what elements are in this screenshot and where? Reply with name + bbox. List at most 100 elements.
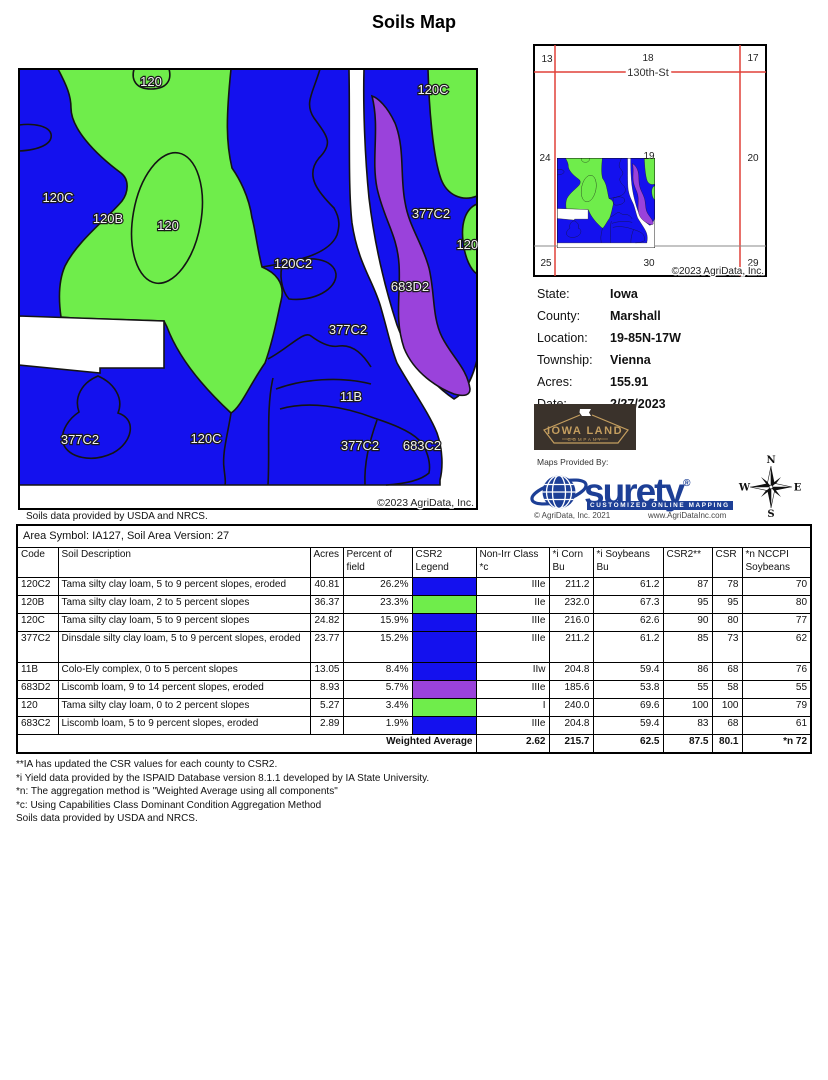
soils-table: Area Symbol: IA127, Soil Area Version: 2… bbox=[16, 524, 813, 754]
cell-soy: 69.6 bbox=[592, 698, 664, 717]
cell-acres: 36.37 bbox=[309, 595, 344, 614]
cell-corn: 216.0 bbox=[548, 613, 594, 632]
table-row: 120 Tama silty clay loam, 0 to 2 percent … bbox=[16, 698, 812, 717]
info-value: Vienna bbox=[610, 353, 651, 367]
soil-label: 120 bbox=[157, 218, 179, 233]
cell-csr2: 85 bbox=[662, 631, 713, 663]
col-header-csr: CSR bbox=[711, 547, 743, 578]
area-symbol-text: Area Symbol: IA127, Soil Area Version: 2… bbox=[16, 524, 812, 548]
footnote: *c: Using Capabilities Class Dominant Co… bbox=[16, 799, 322, 811]
section-number: 24 bbox=[539, 153, 551, 164]
cell-code: 120C bbox=[16, 613, 59, 632]
table-row: 683C2 Liscomb loam, 5 to 9 percent slopes… bbox=[16, 716, 812, 735]
soil-label: 377C2 bbox=[341, 438, 379, 453]
cell-acres: 13.05 bbox=[309, 662, 344, 681]
cell-csr2: 55 bbox=[662, 680, 713, 699]
table-row: 120C2 Tama silty clay loam, 5 to 9 percen… bbox=[16, 577, 812, 596]
soil-label: 377C2 bbox=[61, 432, 99, 447]
surety-globe-icon bbox=[530, 475, 588, 509]
section-number: 20 bbox=[747, 153, 759, 164]
cell-nonirr: IIIe bbox=[475, 680, 550, 699]
brand-line1: IOWA LAND bbox=[547, 425, 623, 437]
soil-label: 377C2 bbox=[329, 322, 367, 337]
cell-soy: 61.2 bbox=[592, 577, 664, 596]
cell-code: 377C2 bbox=[16, 631, 59, 663]
cell-desc: Liscomb loam, 5 to 9 percent slopes, ero… bbox=[57, 716, 311, 735]
cell-corn: 204.8 bbox=[548, 662, 594, 681]
table-row: 11B Colo-Ely complex, 0 to 5 percent slop… bbox=[16, 662, 812, 681]
cell-nonirr: IIIe bbox=[475, 631, 550, 663]
cell-nonirr: I bbox=[475, 698, 550, 717]
cell-nccpi: 76 bbox=[741, 662, 812, 681]
soil-label: 377C2 bbox=[412, 206, 450, 221]
cell-csr: 58 bbox=[711, 680, 743, 699]
legend-swatch bbox=[411, 595, 477, 614]
compass-w: W bbox=[738, 483, 751, 494]
compass-n: N bbox=[766, 455, 775, 466]
info-label: State: bbox=[537, 287, 570, 301]
cell-csr2: 87 bbox=[662, 577, 713, 596]
col-header-nccpi: *n NCCPI Soybeans bbox=[741, 547, 812, 578]
info-value: Iowa bbox=[610, 287, 638, 301]
cell-corn: 204.8 bbox=[548, 716, 594, 735]
wa-corn: 215.7 bbox=[548, 734, 594, 754]
soil-label: 120C bbox=[456, 237, 478, 252]
cell-pct: 26.2% bbox=[342, 577, 413, 596]
weighted-average-label: Weighted Average bbox=[16, 734, 477, 754]
iowa-land-badge-icon: IOWA LAND COMPANY bbox=[543, 409, 629, 444]
cell-acres: 24.82 bbox=[309, 613, 344, 632]
col-header-soybeans: *i Soybeans Bu bbox=[592, 547, 664, 578]
cell-desc: Colo-Ely complex, 0 to 5 percent slopes bbox=[57, 662, 311, 681]
cell-nonirr: IIIe bbox=[475, 577, 550, 596]
iowa-land-company-logo: IOWA LAND COMPANY bbox=[534, 404, 636, 450]
cell-code: 683D2 bbox=[16, 680, 59, 699]
cell-csr2: 83 bbox=[662, 716, 713, 735]
legend-swatch bbox=[411, 698, 477, 717]
soil-label: 120C2 bbox=[274, 256, 312, 271]
soil-label: 120C bbox=[417, 82, 448, 97]
footnote: *n: The aggregation method is "Weighted … bbox=[16, 786, 338, 797]
soil-label: 120C bbox=[42, 190, 73, 205]
soil-label: 11B bbox=[340, 389, 362, 404]
footnote: *i Yield data provided by the ISPAID Dat… bbox=[16, 772, 430, 784]
plat-map: 13 18 17 24 19 20 25 30 29 130th-St ©202… bbox=[533, 44, 767, 277]
info-label: Township: bbox=[537, 353, 593, 367]
cell-nonirr: IIw bbox=[475, 662, 550, 681]
cell-soy: 59.4 bbox=[592, 662, 664, 681]
cell-code: 683C2 bbox=[16, 716, 59, 735]
maps-provided-by-label: Maps Provided By: bbox=[537, 457, 609, 467]
section-number: 29 bbox=[747, 258, 759, 269]
cell-nccpi: 55 bbox=[741, 680, 812, 699]
cell-pct: 1.9% bbox=[342, 716, 413, 735]
cell-acres: 23.77 bbox=[309, 631, 344, 663]
soil-label: 120B bbox=[93, 211, 123, 226]
cell-pct: 23.3% bbox=[342, 595, 413, 614]
wa-nonirr: 2.62 bbox=[475, 734, 550, 754]
cell-nccpi: 62 bbox=[741, 631, 812, 663]
cell-code: 120 bbox=[16, 698, 59, 717]
col-header-code: Code bbox=[16, 547, 59, 578]
legend-swatch bbox=[411, 662, 477, 681]
info-row-location: Location: 19-85N-17W bbox=[537, 327, 777, 349]
info-row-state: State: Iowa bbox=[537, 283, 777, 305]
cell-desc: Tama silty clay loam, 5 to 9 percent slo… bbox=[57, 577, 311, 596]
cell-code: 120C2 bbox=[16, 577, 59, 596]
legend-swatch bbox=[411, 577, 477, 596]
cell-acres: 40.81 bbox=[309, 577, 344, 596]
section-number: 25 bbox=[540, 258, 552, 269]
area-symbol-row: Area Symbol: IA127, Soil Area Version: 2… bbox=[16, 524, 812, 548]
cell-desc: Tama silty clay loam, 5 to 9 percent slo… bbox=[57, 613, 311, 632]
section-numbers: 13 18 17 24 19 20 25 30 29 bbox=[539, 53, 759, 269]
cell-desc: Tama silty clay loam, 0 to 2 percent slo… bbox=[57, 698, 311, 717]
cell-nccpi: 79 bbox=[741, 698, 812, 717]
col-header-csr2: CSR2** bbox=[662, 547, 713, 578]
cell-soy: 62.6 bbox=[592, 613, 664, 632]
cell-soy: 59.4 bbox=[592, 716, 664, 735]
surety-tagline: CUSTOMIZED ONLINE MAPPING bbox=[587, 501, 733, 510]
section-number: 18 bbox=[642, 53, 654, 64]
cell-corn: 232.0 bbox=[548, 595, 594, 614]
cell-pct: 3.4% bbox=[342, 698, 413, 717]
compass-e: E bbox=[794, 483, 802, 494]
compass-rose-icon: N E S W bbox=[738, 455, 802, 520]
soil-label: 120C bbox=[190, 431, 221, 446]
